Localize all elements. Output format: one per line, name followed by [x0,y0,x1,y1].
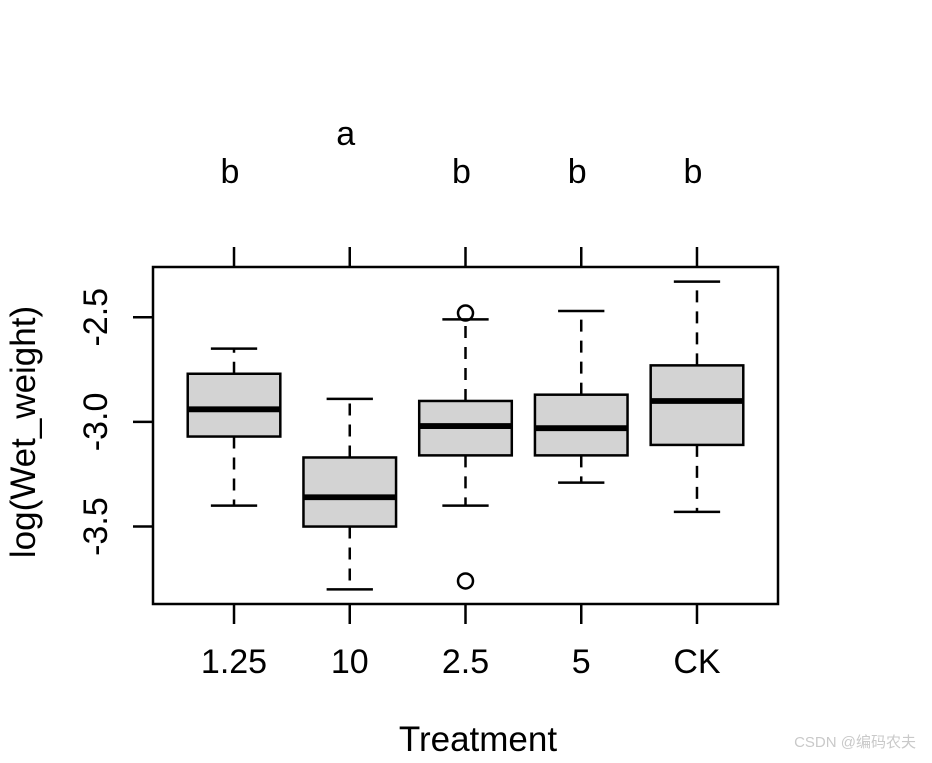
x-tick-label: 1.25 [201,643,267,681]
box-iqr [186,372,282,438]
x-tick-label: 5 [572,643,591,681]
outlier-point [456,304,475,322]
box-iqr [533,393,629,457]
static-text-layer: log(Wet_weight) Treatment CSDN @编码农夫 [4,306,916,759]
significance-letter: b [221,153,240,191]
boxplot-generated-layer: -2.5 -3.0 -3.5 1.25 b 10 a 2.5 b 5 b CK b [77,115,780,681]
y-tick-label: -2.5 [77,288,115,347]
significance-letter: a [336,115,355,153]
y-tick-label: -3.5 [77,497,115,556]
significance-letter: b [684,153,703,191]
x-tick-label: CK [673,643,721,681]
x-tick-label: 2.5 [442,643,489,681]
y-axis-title: log(Wet_weight) [4,306,43,558]
box-iqr [302,456,398,528]
watermark: CSDN @编码农夫 [794,734,916,751]
significance-letter: b [452,153,471,191]
x-axis-title: Treatment [399,720,557,758]
outlier-point [456,572,475,590]
y-tick-label: -3.0 [77,393,115,452]
x-tick-label: 10 [331,643,369,681]
significance-letter: b [568,153,587,191]
box-iqr [649,364,745,447]
